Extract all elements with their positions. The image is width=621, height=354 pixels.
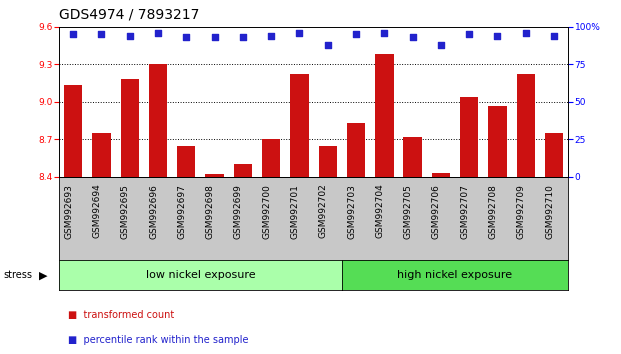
Bar (290, 74, 309, 177)
Text: GSM992696: GSM992696 (149, 184, 158, 239)
Bar (517, 74, 535, 177)
Point (238, 34, 248, 40)
Point (521, 30, 531, 35)
Point (125, 33, 135, 39)
Text: GSM992702: GSM992702 (319, 184, 328, 238)
Bar (206, 175, 224, 177)
Text: GSM992700: GSM992700 (262, 184, 271, 239)
Text: GSM992704: GSM992704 (375, 184, 384, 238)
Text: GSM992709: GSM992709 (517, 184, 526, 239)
Text: low nickel exposure: low nickel exposure (146, 270, 255, 280)
Point (549, 33, 559, 39)
Text: GSM992705: GSM992705 (404, 184, 412, 239)
Bar (404, 137, 422, 177)
Text: GSM992701: GSM992701 (291, 184, 299, 239)
Bar (319, 145, 337, 177)
Bar (375, 54, 394, 177)
Text: GDS4974 / 7893217: GDS4974 / 7893217 (59, 7, 199, 21)
Bar (347, 123, 365, 177)
Bar (64, 85, 83, 177)
Text: ■  transformed count: ■ transformed count (68, 310, 175, 320)
Text: GSM992698: GSM992698 (206, 184, 215, 239)
Bar (460, 97, 478, 177)
Text: high nickel exposure: high nickel exposure (397, 270, 512, 280)
Text: GSM992703: GSM992703 (347, 184, 356, 239)
Bar (262, 139, 280, 177)
Point (407, 34, 417, 40)
Point (68, 31, 78, 37)
Point (181, 34, 191, 40)
Text: GSM992708: GSM992708 (489, 184, 497, 239)
Point (351, 31, 361, 37)
Text: GSM992707: GSM992707 (460, 184, 469, 239)
Bar (233, 165, 252, 177)
Point (96, 31, 106, 37)
Bar (120, 79, 139, 177)
Point (210, 34, 220, 40)
Point (465, 31, 474, 37)
Point (266, 33, 276, 39)
Text: GSM992697: GSM992697 (178, 184, 186, 239)
Text: stress: stress (3, 270, 32, 280)
Bar (93, 133, 111, 177)
Point (153, 30, 163, 35)
Text: GSM992693: GSM992693 (64, 184, 73, 239)
Point (379, 30, 389, 35)
Text: GSM992695: GSM992695 (120, 184, 130, 239)
Bar (432, 173, 450, 177)
Point (492, 33, 502, 39)
Text: GSM992699: GSM992699 (234, 184, 243, 239)
Point (436, 42, 446, 47)
Text: GSM992694: GSM992694 (93, 184, 101, 238)
Bar (545, 133, 563, 177)
Bar (488, 105, 507, 177)
Text: GSM992710: GSM992710 (545, 184, 554, 239)
Bar (149, 64, 167, 177)
Bar (177, 145, 196, 177)
Point (323, 42, 333, 47)
Point (294, 30, 304, 35)
Text: ▶: ▶ (39, 270, 47, 280)
Text: GSM992706: GSM992706 (432, 184, 441, 239)
Text: ■  percentile rank within the sample: ■ percentile rank within the sample (68, 335, 249, 344)
